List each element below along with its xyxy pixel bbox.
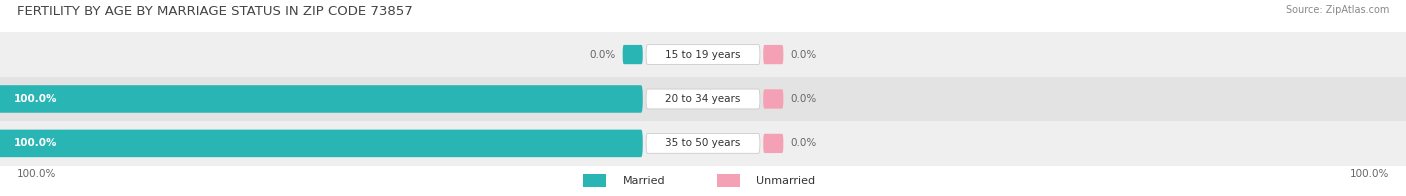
FancyBboxPatch shape bbox=[0, 130, 643, 157]
Text: 0.0%: 0.0% bbox=[790, 94, 817, 104]
FancyBboxPatch shape bbox=[623, 45, 643, 64]
Text: Unmarried: Unmarried bbox=[756, 176, 815, 186]
Text: 100.0%: 100.0% bbox=[1350, 169, 1389, 179]
Text: 20 to 34 years: 20 to 34 years bbox=[665, 94, 741, 104]
Text: 0.0%: 0.0% bbox=[790, 138, 817, 148]
FancyBboxPatch shape bbox=[0, 32, 1406, 77]
FancyBboxPatch shape bbox=[763, 134, 783, 153]
Text: Married: Married bbox=[623, 176, 665, 186]
Text: FERTILITY BY AGE BY MARRIAGE STATUS IN ZIP CODE 73857: FERTILITY BY AGE BY MARRIAGE STATUS IN Z… bbox=[17, 5, 412, 18]
Text: 15 to 19 years: 15 to 19 years bbox=[665, 50, 741, 60]
Text: 0.0%: 0.0% bbox=[790, 50, 817, 60]
Text: Source: ZipAtlas.com: Source: ZipAtlas.com bbox=[1285, 5, 1389, 15]
Text: 100.0%: 100.0% bbox=[14, 94, 56, 104]
FancyBboxPatch shape bbox=[717, 174, 740, 187]
FancyBboxPatch shape bbox=[763, 45, 783, 64]
FancyBboxPatch shape bbox=[647, 45, 759, 64]
Text: 35 to 50 years: 35 to 50 years bbox=[665, 138, 741, 148]
Text: 100.0%: 100.0% bbox=[14, 138, 56, 148]
Text: 0.0%: 0.0% bbox=[589, 50, 616, 60]
FancyBboxPatch shape bbox=[583, 174, 606, 187]
FancyBboxPatch shape bbox=[0, 85, 643, 113]
FancyBboxPatch shape bbox=[647, 89, 759, 109]
FancyBboxPatch shape bbox=[763, 89, 783, 109]
Text: 100.0%: 100.0% bbox=[17, 169, 56, 179]
FancyBboxPatch shape bbox=[0, 77, 1406, 121]
FancyBboxPatch shape bbox=[0, 121, 1406, 166]
FancyBboxPatch shape bbox=[647, 133, 759, 153]
